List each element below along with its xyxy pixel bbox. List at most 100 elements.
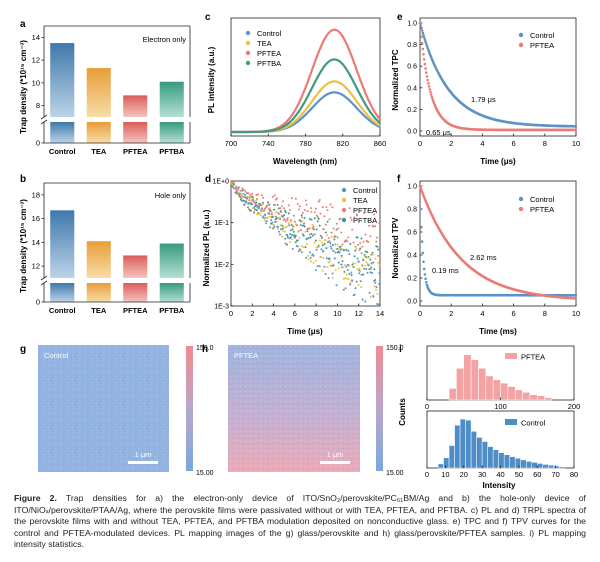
series-points-control — [418, 184, 578, 297]
data-point — [282, 215, 284, 218]
data-point — [257, 207, 260, 210]
data-point — [331, 276, 334, 279]
data-point — [286, 217, 289, 220]
data-point — [364, 300, 367, 303]
data-point — [352, 262, 355, 265]
data-point — [343, 249, 346, 252]
data-point — [283, 218, 286, 221]
data-point — [244, 190, 247, 193]
data-point — [364, 250, 367, 253]
data-point — [262, 201, 264, 204]
data-point — [422, 53, 425, 56]
histogram-bar — [509, 456, 516, 469]
data-point — [421, 47, 425, 51]
data-point — [264, 222, 267, 225]
data-point — [262, 196, 265, 199]
data-point — [238, 186, 241, 189]
legend-swatch — [518, 196, 524, 202]
data-point — [259, 214, 262, 217]
data-point — [283, 214, 285, 217]
data-point — [268, 207, 271, 210]
x-tick-label: 6 — [512, 139, 516, 148]
x-tick-label: 10 — [441, 470, 449, 479]
data-point — [296, 239, 299, 242]
histogram-bar — [507, 386, 516, 401]
data-point — [329, 245, 332, 248]
data-point — [357, 284, 360, 286]
y-tick-label: 18 — [32, 190, 40, 199]
bar-lower — [50, 283, 75, 302]
pl-map-texture — [228, 345, 360, 472]
legend-swatch — [518, 206, 524, 212]
bar-plot: Control TEA PFTEA PFTBA 12 14 16 18 0 — [32, 182, 191, 315]
panel-label: f — [397, 174, 401, 185]
data-point — [340, 263, 343, 266]
data-point — [351, 279, 354, 282]
data-point — [320, 235, 323, 238]
x-tick-label: 6 — [512, 309, 516, 318]
data-point — [422, 58, 426, 61]
data-point — [335, 284, 338, 287]
data-point — [276, 197, 279, 200]
data-point — [302, 246, 305, 249]
data-point — [326, 266, 329, 269]
data-point — [232, 182, 235, 185]
x-tick-label: 780 — [299, 139, 312, 148]
data-point — [251, 198, 254, 201]
data-point — [340, 231, 343, 234]
data-point — [316, 265, 319, 268]
data-point — [299, 220, 302, 223]
data-point — [359, 270, 362, 273]
histogram-bar — [522, 392, 531, 401]
data-point — [420, 26, 423, 30]
data-point — [323, 215, 326, 218]
data-point — [288, 209, 291, 211]
x-tick-label: 100 — [494, 402, 507, 411]
data-point — [311, 253, 314, 256]
data-point — [574, 125, 578, 128]
legend-swatch — [505, 419, 517, 425]
data-point — [317, 243, 320, 246]
data-point — [370, 266, 373, 269]
series-points-control — [230, 180, 381, 306]
histogram-bar — [470, 431, 477, 469]
data-point — [313, 233, 316, 236]
data-point — [349, 283, 352, 286]
data-point — [574, 128, 578, 132]
data-point — [284, 230, 286, 233]
annotation: Electron only — [143, 35, 187, 44]
data-point — [419, 207, 423, 211]
data-point — [369, 235, 372, 238]
y-tick-label: 0.2 — [407, 276, 417, 283]
data-point — [311, 223, 314, 226]
data-point — [423, 38, 427, 41]
bar — [123, 255, 148, 278]
data-point — [268, 212, 271, 215]
data-point — [346, 264, 349, 266]
y-tick-label: 0.6 — [407, 64, 417, 71]
histogram-bar — [454, 424, 461, 469]
x-tick-label: PFTEA — [123, 147, 148, 156]
bar — [123, 95, 148, 117]
histogram-bar — [514, 458, 521, 469]
data-point — [324, 239, 327, 242]
data-point — [305, 243, 308, 246]
data-point — [288, 204, 290, 207]
data-point — [378, 272, 381, 274]
data-point — [367, 241, 370, 243]
legend-label: PFTEA — [521, 353, 545, 362]
data-point — [356, 214, 359, 217]
data-point — [373, 213, 376, 216]
data-point — [353, 216, 356, 219]
caption-label: Figure 2. — [14, 493, 57, 503]
series-points-pftea — [230, 180, 381, 257]
data-point — [424, 277, 427, 281]
x-axis-title: Intensity — [483, 481, 516, 490]
histogram-bar — [492, 379, 501, 401]
data-point — [343, 270, 346, 273]
figure: a Trap density (*10¹⁵ cm⁻³) Electron onl… — [19, 12, 580, 490]
data-point — [427, 85, 431, 88]
data-point — [349, 216, 352, 219]
data-point — [263, 217, 266, 220]
